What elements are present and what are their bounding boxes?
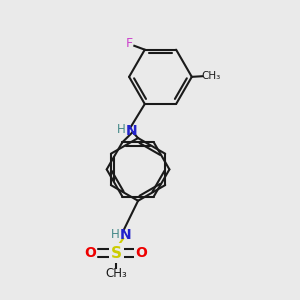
Text: CH₃: CH₃ <box>201 71 220 81</box>
Text: F: F <box>126 37 133 50</box>
Text: H: H <box>117 123 126 136</box>
Text: N: N <box>120 228 131 242</box>
Text: CH₃: CH₃ <box>105 267 127 280</box>
Text: N: N <box>126 124 137 138</box>
Text: O: O <box>84 246 96 260</box>
Text: O: O <box>135 246 147 260</box>
Text: H: H <box>111 228 120 241</box>
Text: S: S <box>111 245 122 260</box>
